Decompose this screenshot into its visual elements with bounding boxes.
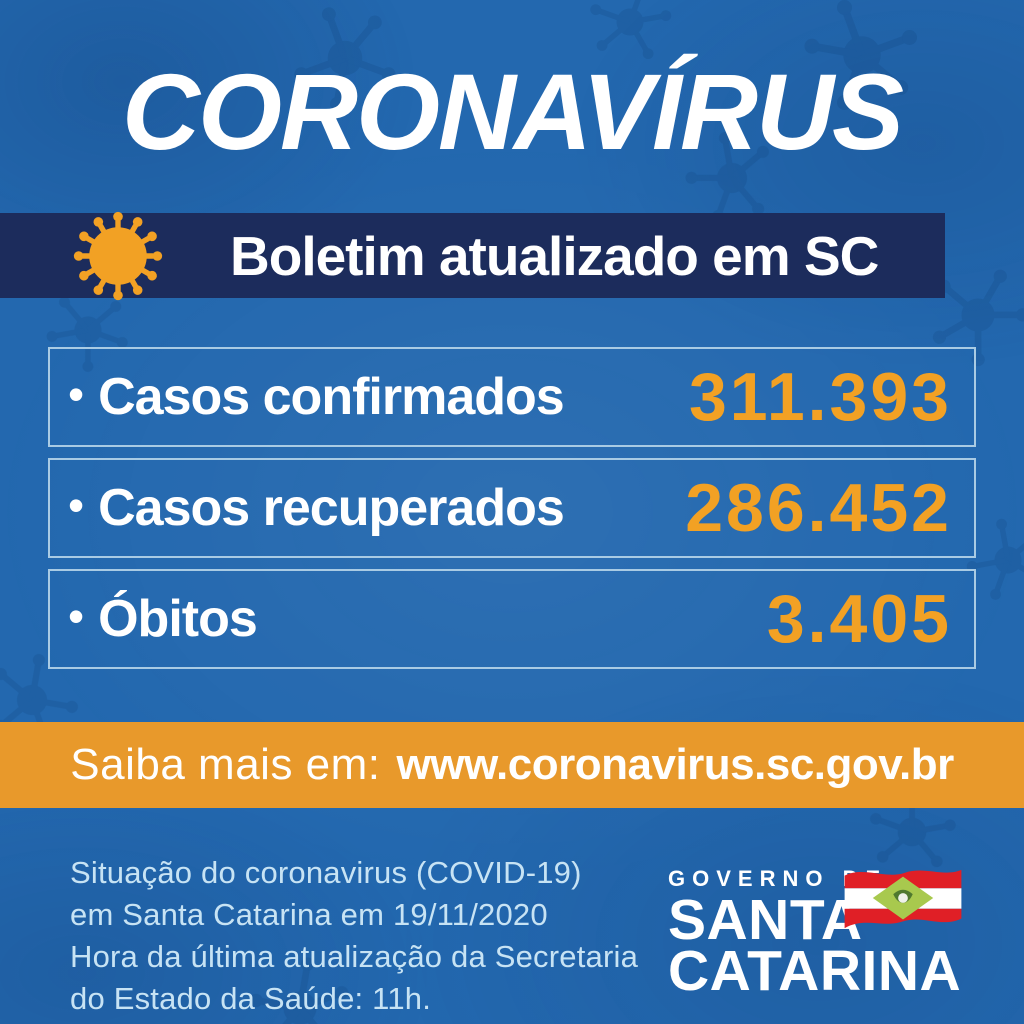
stat-label: Casos confirmados	[98, 368, 565, 426]
stats-list: • Casos confirmados 311.393 • Casos recu…	[48, 347, 976, 669]
stat-value: 286.452	[685, 470, 952, 546]
logo-santa: SANTA	[668, 888, 863, 952]
logo-catarina: CATARINA	[668, 939, 962, 1003]
banner-label: Boletim atualizado em SC	[230, 224, 879, 287]
stat-value: 3.405	[766, 581, 952, 657]
footer-line: do Estado da Saúde: 11h.	[70, 981, 432, 1016]
stat-label: Óbitos	[98, 590, 258, 648]
footer-line: Situação do coronavirus (COVID-19)	[70, 855, 582, 890]
stat-value: 311.393	[688, 359, 952, 435]
santa-catarina-flag-icon	[844, 869, 962, 929]
footer-line: Hora da última atualização da Secretaria	[70, 939, 639, 974]
governo-santa-catarina-logo: GOVERNO DE SANTA CATARINA	[668, 866, 988, 1003]
bulletin-banner: Boletim atualizado em SC	[0, 211, 945, 300]
stat-row-recovered-cases: • Casos recuperados 286.452	[48, 458, 976, 558]
info-bar-prefix: Saiba mais em:	[70, 740, 381, 789]
footer-line: em Santa Catarina em 19/11/2020	[70, 897, 548, 932]
info-bar-url: www.coronavirus.sc.gov.br	[396, 740, 955, 789]
info-bar: Saiba mais em: www.coronavirus.sc.gov.br	[0, 722, 1024, 808]
virus-icon	[73, 211, 163, 300]
page-title: CORONAVÍRUS	[121, 51, 904, 172]
stat-label: Casos recuperados	[98, 479, 565, 537]
stat-row-confirmed-cases: • Casos confirmados 311.393	[48, 347, 976, 447]
stat-row-deaths: • Óbitos 3.405	[48, 569, 976, 669]
footer-description: Situação do coronavirus (COVID-19) em Sa…	[70, 852, 638, 1020]
